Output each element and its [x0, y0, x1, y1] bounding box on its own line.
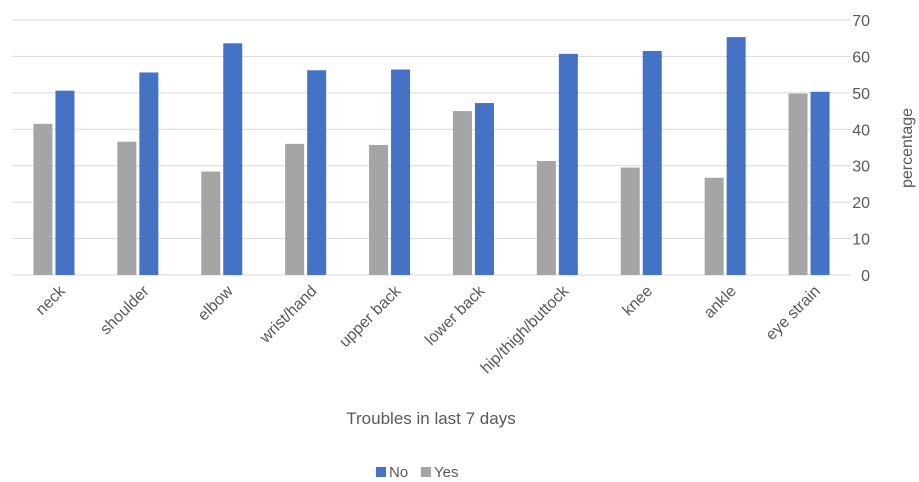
bar-yes-6 [536, 160, 556, 275]
bar-no-3 [307, 70, 327, 276]
legend-swatch-yes [421, 467, 431, 477]
x-tick-label: elbow [195, 282, 237, 324]
x-tick-label: lower back [422, 282, 489, 349]
y-tick-label: 50 [852, 86, 870, 103]
y-axis-ticks: 0 10 20 30 40 50 60 70 [852, 13, 870, 285]
x-tick-label: upper back [336, 282, 405, 351]
bar-no-8 [726, 37, 746, 275]
bar-no-9 [810, 91, 830, 275]
bar-no-5 [474, 103, 494, 275]
x-axis-title: Troubles in last 7 days [346, 409, 515, 428]
bar-yes-2 [201, 171, 221, 275]
y-axis-title: percentage [899, 108, 916, 188]
bar-yes-8 [704, 177, 724, 275]
legend-label: No [389, 464, 408, 481]
y-tick-label: 70 [852, 13, 870, 30]
bar-no-6 [558, 53, 578, 275]
x-tick-label: knee [620, 283, 657, 320]
bar-yes-0 [33, 123, 53, 275]
x-tick-label: hip/thigh/buttock [478, 282, 573, 377]
legend: No Yes [376, 464, 458, 481]
legend-swatch-no [376, 467, 386, 477]
bar-no-1 [139, 72, 159, 275]
bar-no-4 [391, 69, 411, 276]
bar-yes-5 [452, 111, 472, 275]
x-tick-label: shoulder [97, 282, 153, 338]
bar-no-0 [55, 90, 75, 276]
bar-yes-9 [788, 93, 808, 275]
y-tick-label: 40 [852, 122, 870, 139]
y-tick-label: 60 [852, 49, 870, 66]
bar-yes-3 [285, 143, 305, 275]
bars [33, 37, 830, 276]
legend-label: Yes [434, 464, 458, 481]
x-axis-categories: neck shoulder elbow wrist/hand upper back low… [33, 282, 824, 377]
x-tick-label: eye strain [763, 283, 824, 344]
x-tick-label: wrist/hand [256, 283, 320, 347]
bar-yes-4 [369, 144, 389, 275]
bar-yes-1 [117, 141, 137, 275]
x-tick-label: ankle [701, 283, 740, 322]
y-tick-label: 20 [852, 195, 870, 212]
bar-yes-7 [620, 167, 640, 275]
gridlines [12, 19, 851, 276]
bar-no-7 [642, 50, 662, 275]
bar-no-2 [223, 43, 243, 275]
x-tick-label: neck [33, 282, 70, 319]
y-tick-label: 0 [861, 268, 870, 285]
y-tick-label: 10 [852, 232, 870, 249]
y-tick-label: 30 [852, 159, 870, 176]
